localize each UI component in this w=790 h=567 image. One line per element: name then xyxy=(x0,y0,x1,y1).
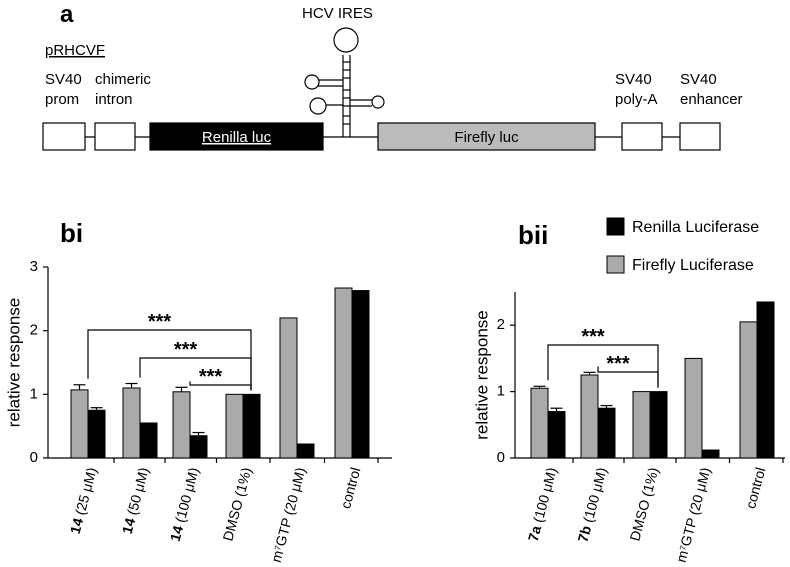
y-axis-label: relative response xyxy=(472,310,491,439)
bar xyxy=(189,435,208,459)
significance-bracket xyxy=(597,366,659,388)
x-tick-label: 14 (25 μM) xyxy=(66,466,99,536)
construct-box xyxy=(42,122,86,151)
construct-label: chimeric intron xyxy=(95,71,151,108)
plasmid-label: pRHCVF xyxy=(45,42,105,59)
panel-label: a xyxy=(60,1,74,28)
significance-label: *** xyxy=(148,311,172,333)
y-tick-label: 3 xyxy=(30,258,38,275)
bar xyxy=(334,287,353,459)
significance-label: *** xyxy=(174,339,198,361)
x-tick-label: 14 (50 μM) xyxy=(118,466,151,536)
construct-box xyxy=(94,122,136,151)
x-tick-label: control xyxy=(337,466,363,511)
error-bar xyxy=(125,382,138,388)
legend-swatch xyxy=(606,255,625,274)
error-bar xyxy=(192,431,205,436)
construct-box xyxy=(377,122,596,151)
error-bar xyxy=(73,384,86,390)
construct-box xyxy=(149,122,324,151)
error-bar xyxy=(550,407,563,412)
legend-label: Renilla Luciferase xyxy=(632,219,759,236)
bar xyxy=(547,411,566,459)
construct-label: SV40 prom xyxy=(45,71,82,108)
bar xyxy=(756,301,775,459)
ires-label: HCV IRES xyxy=(302,5,373,22)
construct-label: SV40 poly-A xyxy=(615,71,658,108)
bar xyxy=(70,389,89,459)
x-tick-label: DMSO (1%) xyxy=(626,466,661,543)
bar xyxy=(225,393,244,459)
significance-bracket xyxy=(87,329,252,391)
error-bar xyxy=(600,404,613,409)
y-tick-label: 1 xyxy=(30,385,38,402)
bar xyxy=(351,290,370,459)
y-tick-label: 1 xyxy=(497,383,505,400)
construct-label: Renilla luc xyxy=(202,129,272,146)
bar xyxy=(632,391,651,459)
bar xyxy=(597,407,616,459)
error-bar xyxy=(175,386,188,392)
bar xyxy=(649,391,668,459)
significance-label: *** xyxy=(199,366,223,388)
construct-label: Firefly luc xyxy=(454,129,519,146)
ires-structure xyxy=(304,27,385,137)
chart-title: bii xyxy=(518,220,548,250)
x-tick-label: m⁷GTP (20 μM) xyxy=(673,466,714,564)
bar xyxy=(139,422,158,459)
y-axis-label: relative response xyxy=(4,298,23,427)
error-bar xyxy=(533,385,546,389)
x-tick-label: DMSO (1%) xyxy=(219,466,254,543)
construct-box xyxy=(621,122,663,151)
y-tick-label: 0 xyxy=(30,449,38,466)
x-tick-label: m⁷GTP (20 μM) xyxy=(268,466,309,564)
bar xyxy=(122,387,141,459)
x-tick-label: 14 (100 μM) xyxy=(166,466,201,543)
construct-box xyxy=(679,122,721,151)
construct-label: SV40 enhancer xyxy=(680,71,743,108)
bar xyxy=(684,357,703,459)
bar xyxy=(87,409,106,459)
bar xyxy=(242,393,261,459)
significance-label: *** xyxy=(581,326,605,348)
legend-label: Firefly Luciferase xyxy=(632,257,754,274)
bar xyxy=(172,391,191,459)
bar xyxy=(530,387,549,459)
significance-label: *** xyxy=(606,353,630,375)
y-tick-label: 2 xyxy=(497,316,505,333)
significance-bracket xyxy=(139,357,252,391)
bar xyxy=(739,321,758,459)
error-bar xyxy=(90,407,103,411)
y-tick-label: 2 xyxy=(30,322,38,339)
x-tick-label: control xyxy=(742,466,768,511)
bar xyxy=(701,449,720,459)
error-bar xyxy=(583,371,596,375)
x-tick-label: 7a (100 μM) xyxy=(524,466,559,543)
significance-bracket xyxy=(189,381,252,391)
significance-bracket xyxy=(547,344,659,388)
x-tick-label: 7b (100 μM) xyxy=(574,466,609,544)
bar xyxy=(279,317,298,459)
chart-title: bi xyxy=(60,218,83,248)
y-tick-label: 0 xyxy=(497,449,505,466)
legend-swatch xyxy=(606,217,625,236)
bar xyxy=(580,374,599,459)
bar xyxy=(296,443,315,459)
